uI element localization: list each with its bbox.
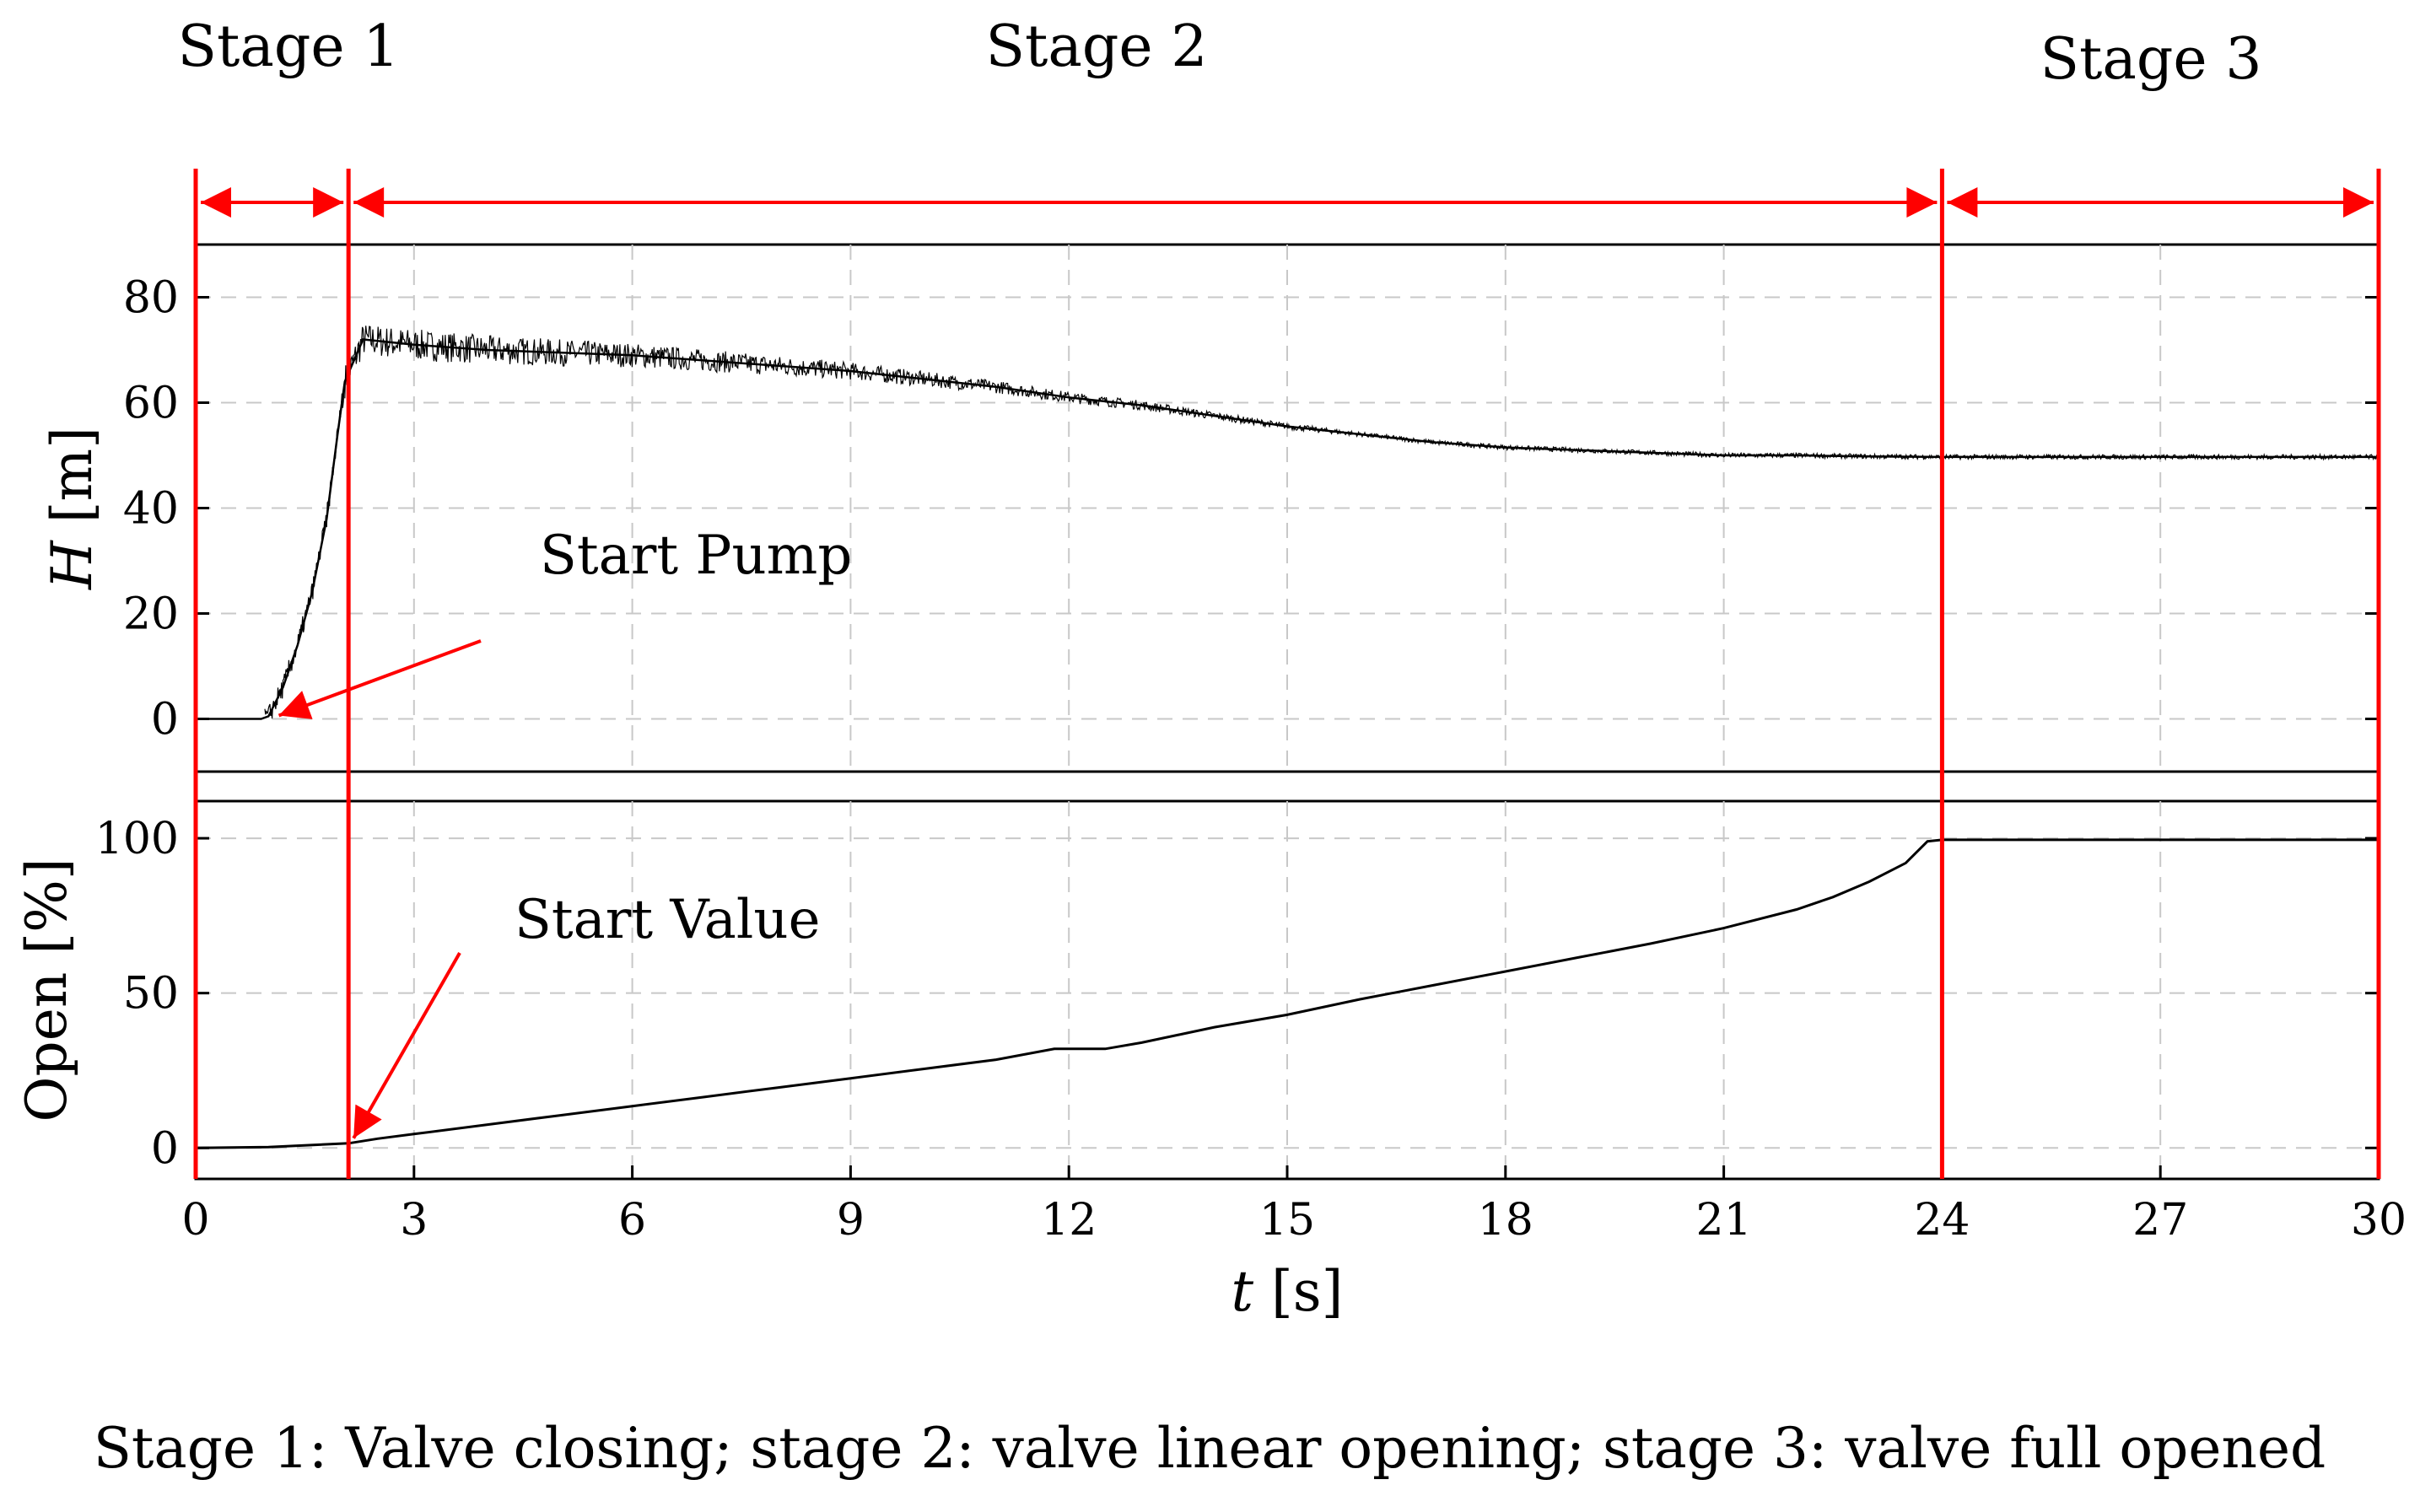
top-y-axis-label-variable: H [40, 540, 105, 590]
open-series-line [195, 838, 2379, 1149]
x-axis-label: t [s] [1232, 1259, 1344, 1324]
y-tick-label: 0 [151, 695, 179, 745]
stage-boundaries [193, 169, 2381, 1179]
figure-caption: Stage 1: Valve closing; stage 2: valve l… [94, 1416, 2326, 1481]
x-tick-label: 18 [1478, 1195, 1533, 1246]
y-tick-label: 20 [123, 589, 179, 640]
stage-2-label: Stage 2 [985, 13, 1207, 80]
y-tick-label: 80 [123, 273, 179, 324]
y-tick-label: 60 [123, 379, 179, 429]
x-ticks: 0 3 6 9 12 15 18 21 24 27 30 [181, 1165, 2407, 1246]
y-tick-label: 50 [123, 969, 179, 1020]
x-tick-label: 12 [1041, 1195, 1097, 1246]
stage-3-label: Stage 3 [2040, 26, 2261, 93]
y-tick-label: 0 [151, 1123, 179, 1174]
top-y-axis-label-unit: [m] [40, 427, 105, 523]
x-tick-label: 30 [2351, 1195, 2407, 1246]
bottom-y-axis-label-text: Open [%] [14, 858, 79, 1122]
x-tick-label: 27 [2132, 1195, 2188, 1246]
bottom-y-ticks: 0 50 100 [95, 814, 2379, 1174]
svg-text:H [m]: H [m] [40, 427, 105, 590]
x-tick-label: 21 [1696, 1195, 1752, 1246]
start-pump-arrow [278, 639, 482, 719]
x-tick-label: 24 [1914, 1195, 1970, 1246]
x-tick-label: 3 [400, 1195, 428, 1246]
start-valve-annotation: Start Value [515, 889, 820, 951]
x-tick-label: 15 [1259, 1195, 1315, 1246]
x-tick-label: 6 [618, 1195, 646, 1246]
stage-1-label: Stage 1 [177, 13, 399, 80]
y-tick-label: 40 [123, 484, 179, 535]
h-series-fluctuation [264, 326, 2380, 719]
bottom-y-axis-label: Open [%] [14, 858, 79, 1122]
top-y-ticks: 0 20 40 60 80 [123, 273, 2379, 745]
top-grid [196, 245, 2379, 772]
x-tick-label: 9 [837, 1195, 865, 1246]
start-pump-annotation: Start Pump [540, 525, 852, 587]
bottom-grid [196, 801, 2379, 1179]
y-tick-label: 100 [95, 814, 179, 864]
top-y-axis-label: H [m] [40, 427, 105, 590]
start-valve-arrow [352, 952, 461, 1139]
x-tick-label: 0 [181, 1195, 209, 1246]
